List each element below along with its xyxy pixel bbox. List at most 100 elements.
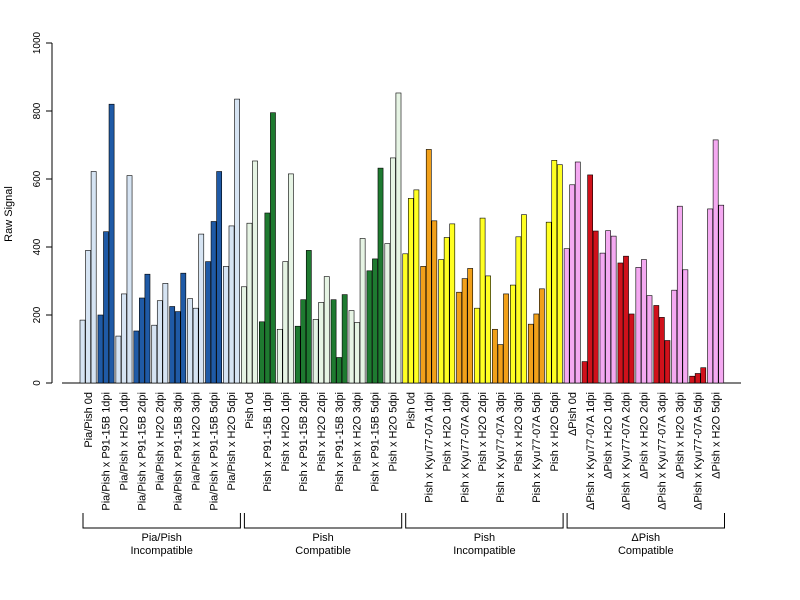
bar <box>312 319 319 384</box>
category-label: ΔPish x Kyu77-07A 3dpi <box>657 392 669 510</box>
bar <box>126 175 133 384</box>
bars-layer <box>79 92 725 384</box>
bar <box>162 283 169 384</box>
bar <box>151 324 158 384</box>
category-label: Pish x H2O 5dpi <box>388 392 400 471</box>
bar <box>377 167 384 384</box>
category-label: Pia/Pish x P91-15B 5dpi <box>208 392 220 511</box>
bar <box>592 230 599 384</box>
bar <box>330 299 337 384</box>
bar <box>556 164 563 384</box>
category-label: Pish x P91-15B 3dpi <box>334 392 346 492</box>
category-label: Pish 0d <box>244 392 256 429</box>
bar <box>198 233 205 384</box>
category-label: ΔPish x H2O 3dpi <box>674 392 686 479</box>
bar <box>300 299 307 384</box>
bar <box>223 266 229 384</box>
bar <box>521 214 527 384</box>
bar <box>461 278 468 384</box>
y-axis-title: Raw Signal <box>3 186 15 242</box>
bar <box>515 236 522 384</box>
y-tick-label: 800 <box>32 102 43 119</box>
group-label-type: Compatible <box>295 545 351 557</box>
bar <box>241 286 247 384</box>
bar <box>623 255 629 384</box>
bar <box>103 231 109 384</box>
bar <box>492 328 498 384</box>
bar <box>551 160 558 384</box>
category-label: Pish x H2O 3dpi <box>513 392 525 471</box>
bar <box>336 357 342 384</box>
bar <box>264 212 271 384</box>
category-label: ΔPish x Kyu77-07A 2dpi <box>621 392 633 510</box>
bar <box>270 112 276 384</box>
category-label: ΔPish x Kyu77-07A 1dpi <box>585 392 597 510</box>
category-label: Pish x H2O 5dpi <box>549 392 561 471</box>
group-bracket <box>566 513 725 529</box>
group-label-name: Pia/Pish <box>142 532 182 544</box>
bar <box>402 253 409 384</box>
category-label: Pish x Kyu77-07A 1dpi <box>423 392 435 503</box>
group-bracket <box>405 513 564 529</box>
bar <box>384 243 391 384</box>
category-label: Pish x H2O 1dpi <box>441 392 453 471</box>
bar <box>599 252 606 384</box>
bar <box>664 340 671 384</box>
bar <box>456 291 462 384</box>
category-label: Pia/Pish x P91-15B 1dpi <box>101 392 113 511</box>
y-tick-label: 0 <box>32 380 43 386</box>
group-bracket <box>243 513 403 529</box>
bar <box>581 361 588 384</box>
category-label: Pish x Kyu77-07A 2dpi <box>459 392 471 503</box>
bar <box>646 295 653 384</box>
bar <box>474 307 480 384</box>
bar <box>694 373 701 384</box>
bar <box>605 230 611 384</box>
category-label: Pish 0d <box>406 392 418 429</box>
bar <box>569 184 576 384</box>
category-label: Pia/Pish 0d <box>83 392 95 448</box>
bar <box>180 272 187 384</box>
bar <box>216 171 223 384</box>
bar <box>449 223 456 384</box>
bar <box>305 250 312 384</box>
bar <box>407 198 414 384</box>
bar <box>348 310 355 384</box>
category-label: Pish x Kyu77-07A 5dpi <box>531 392 543 503</box>
bar <box>294 325 301 384</box>
bar <box>354 322 360 384</box>
bar <box>413 189 420 384</box>
bar <box>133 330 140 384</box>
bar <box>676 205 683 384</box>
bar <box>545 221 552 384</box>
bar <box>431 220 438 384</box>
bar <box>503 293 509 384</box>
bar <box>617 262 624 384</box>
bar <box>318 302 325 384</box>
bar <box>174 311 181 384</box>
category-label: Pish x H2O 3dpi <box>352 392 364 471</box>
bar <box>97 314 104 384</box>
bar <box>628 313 635 384</box>
bar <box>234 98 240 384</box>
bar <box>192 307 199 384</box>
y-axis: 0 200 400 600 800 1000 <box>32 31 53 386</box>
category-label: Pish x P91-15B 1dpi <box>262 392 274 492</box>
bar <box>187 298 193 384</box>
bar <box>252 160 258 384</box>
bar <box>712 139 719 384</box>
bar <box>144 273 151 384</box>
bar <box>205 261 211 384</box>
category-label: ΔPish x H2O 2dpi <box>639 392 651 479</box>
bar <box>282 261 289 384</box>
bar <box>497 344 504 384</box>
category-label: Pish x P91-15B 5dpi <box>370 392 382 492</box>
group-label-name: Pish <box>474 532 495 544</box>
bar <box>574 161 581 384</box>
bar <box>90 171 97 384</box>
bar <box>258 321 265 384</box>
group-label-type: Incompatible <box>131 545 193 557</box>
category-labels: Pia/Pish 0d Pia/Pish x P91-15B 1dpi Pia/Pi… <box>83 392 723 511</box>
y-tick-label: 1000 <box>32 31 43 54</box>
category-label: Pish x H2O 2dpi <box>316 392 328 471</box>
